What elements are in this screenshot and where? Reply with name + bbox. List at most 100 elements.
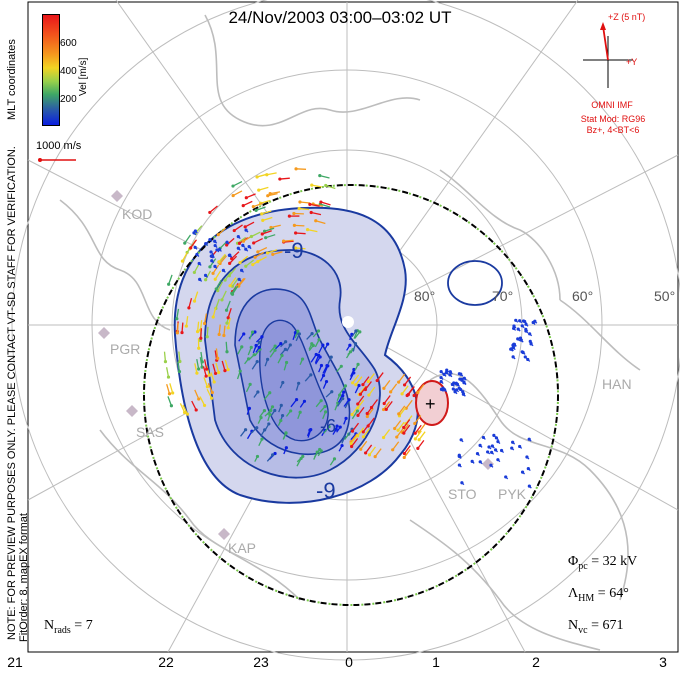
velocity-vector	[207, 383, 213, 393]
velocity-vector	[403, 445, 411, 454]
dawn-cell	[447, 260, 503, 306]
vector-origin-dot	[516, 337, 520, 341]
vector-origin-dot	[236, 246, 240, 250]
vector-origin-dot	[166, 375, 171, 379]
velocity-vector	[194, 363, 198, 374]
vector-origin-dot	[338, 425, 342, 429]
velocity-vector	[215, 362, 220, 373]
vector-origin-dot	[356, 402, 360, 406]
vector-origin-dot	[319, 363, 324, 368]
velocity-vector	[205, 270, 212, 281]
velocity-vector	[368, 446, 376, 456]
velocity-vector	[367, 373, 375, 382]
vector-origin-dot	[293, 330, 298, 335]
vector-origin-dot	[193, 245, 197, 249]
velocity-vector	[383, 401, 391, 410]
vector-origin-dot	[389, 390, 393, 394]
vector-origin-dot	[308, 202, 312, 206]
vector-origin-dot	[273, 348, 277, 352]
scale-vector-dot	[38, 158, 42, 162]
vector-origin-dot	[250, 330, 255, 334]
vector-origin-dot	[238, 369, 242, 373]
velocity-vector	[181, 252, 188, 262]
velocity-vector	[193, 263, 200, 273]
velocity-vector	[218, 324, 221, 335]
vector-origin-dot	[271, 453, 275, 457]
vector-origin-dot	[531, 320, 535, 325]
vector-origin-dot	[278, 177, 282, 181]
velocity-vector	[418, 431, 426, 441]
imf-z-label: +Z (5 nT)	[608, 12, 646, 22]
velocity-vector	[228, 267, 237, 277]
imf-y-label: +Y	[626, 57, 638, 67]
velocity-vector	[215, 279, 222, 290]
velocity-vector	[295, 247, 306, 250]
vector-origin-dot	[271, 252, 275, 256]
vector-origin-dot	[257, 188, 261, 192]
vector-origin-dot	[416, 390, 420, 395]
vector-origin-dot	[241, 239, 246, 243]
velocity-vector	[239, 255, 249, 264]
vector-origin-dot	[356, 434, 360, 438]
vector-origin-dot	[330, 390, 334, 394]
vector-origin-dot	[520, 324, 524, 328]
scale-vector-label: 1000 m/s	[36, 140, 82, 152]
vector-origin-dot	[335, 424, 339, 428]
vector-origin-dot	[256, 390, 260, 394]
vector-origin-dot	[518, 319, 522, 323]
vector-origin-dot	[348, 343, 352, 347]
vector-origin-dot	[255, 175, 259, 179]
lambda-hm-value: 64°	[609, 586, 629, 601]
velocity-vector	[299, 201, 310, 204]
vector-origin-dot	[326, 342, 330, 346]
vector-origin-dot	[260, 232, 264, 236]
vector-origin-dot	[332, 457, 337, 461]
velocity-vector	[264, 227, 275, 232]
vector-origin-dot	[397, 412, 401, 416]
vector-origin-dot	[301, 454, 305, 459]
vector-origin-dot	[366, 424, 370, 428]
vector-origin-dot	[249, 234, 254, 239]
vector-origin-dot	[205, 335, 209, 339]
colorbar-label: Vel [m/s]	[78, 57, 89, 96]
velocity-vector	[294, 224, 305, 227]
vector-origin-dot	[397, 380, 401, 384]
vector-origin-dot	[284, 360, 289, 365]
velocity-vector	[312, 203, 324, 207]
velocity-colorbar	[42, 14, 60, 126]
vector-origin-dot	[402, 455, 406, 460]
velocity-vector	[376, 372, 384, 381]
vector-origin-dot	[478, 443, 482, 447]
vector-origin-dot	[404, 406, 408, 410]
vector-origin-dot	[211, 315, 215, 319]
vector-origin-dot	[243, 428, 248, 432]
vector-origin-dot	[240, 345, 244, 349]
vector-origin-dot	[252, 353, 256, 357]
vector-origin-dot	[490, 450, 494, 454]
velocity-vector	[214, 270, 222, 280]
vector-origin-dot	[204, 241, 208, 246]
vector-origin-dot	[402, 425, 406, 430]
vector-origin-dot	[294, 231, 298, 235]
velocity-vector	[261, 210, 272, 215]
velocity-vector	[383, 429, 391, 438]
vector-origin-dot	[413, 421, 417, 426]
vector-origin-dot	[284, 340, 288, 344]
vector-origin-dot	[167, 392, 172, 396]
velocity-vector	[163, 351, 167, 362]
velocity-vector	[394, 420, 402, 429]
station-han: HAN	[602, 376, 632, 392]
vector-origin-dot	[298, 410, 302, 414]
velocity-vector	[169, 383, 174, 394]
velocity-vector	[414, 424, 422, 434]
vector-origin-dot	[527, 484, 531, 488]
vector-origin-dot	[203, 273, 208, 277]
velocity-vector	[225, 300, 231, 311]
velocity-vector	[392, 441, 400, 451]
velocity-vector	[242, 200, 253, 207]
vector-origin-dot	[309, 428, 313, 432]
vector-origin-dot	[175, 331, 179, 335]
vector-origin-dot	[454, 388, 459, 392]
vector-origin-dot	[243, 225, 247, 229]
velocity-vector	[265, 234, 276, 239]
